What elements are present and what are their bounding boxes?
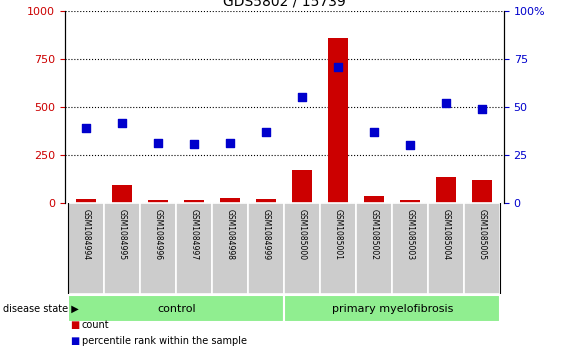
Text: primary myelofibrosis: primary myelofibrosis [332, 303, 453, 314]
Text: GSM1084996: GSM1084996 [154, 209, 163, 260]
Bar [392, 203, 428, 294]
Bar [292, 170, 312, 203]
Bar [472, 180, 492, 203]
Bar [104, 203, 140, 294]
Text: GSM1084995: GSM1084995 [118, 209, 127, 260]
Bar [284, 295, 501, 322]
Bar [464, 203, 501, 294]
Point [226, 140, 235, 146]
Text: GSM1084998: GSM1084998 [226, 209, 235, 260]
Text: GSM1084994: GSM1084994 [82, 209, 91, 260]
Point [334, 64, 343, 70]
Point [406, 142, 415, 147]
Bar [185, 200, 204, 203]
Text: GSM1084999: GSM1084999 [262, 209, 271, 260]
Bar [400, 200, 420, 203]
Bar [68, 203, 104, 294]
Text: ■: ■ [70, 336, 79, 346]
Text: GSM1085003: GSM1085003 [406, 209, 415, 260]
Point [262, 129, 271, 135]
Bar [428, 203, 464, 294]
Bar [248, 203, 284, 294]
Bar [364, 196, 384, 203]
Point [442, 100, 451, 106]
Bar [356, 203, 392, 294]
Point [370, 129, 379, 135]
Text: GSM1085002: GSM1085002 [370, 209, 379, 260]
Point [82, 125, 91, 131]
Bar [176, 203, 212, 294]
Bar [212, 203, 248, 294]
Bar [68, 295, 284, 322]
Text: ■: ■ [70, 320, 79, 330]
Text: GSM1084997: GSM1084997 [190, 209, 199, 260]
Bar [256, 199, 276, 203]
Text: count: count [82, 320, 109, 330]
Bar [140, 203, 176, 294]
Point [478, 106, 487, 112]
Bar [328, 38, 348, 203]
Text: control: control [157, 303, 195, 314]
Text: GSM1085000: GSM1085000 [298, 209, 307, 260]
Bar [436, 177, 456, 203]
Point [190, 141, 199, 147]
Title: GDS5802 / 15739: GDS5802 / 15739 [223, 0, 346, 8]
Bar [221, 199, 240, 203]
Bar [113, 185, 132, 203]
Text: percentile rank within the sample: percentile rank within the sample [82, 336, 247, 346]
Text: GSM1085001: GSM1085001 [334, 209, 343, 260]
Bar [320, 203, 356, 294]
Point [118, 121, 127, 126]
Bar [77, 199, 96, 203]
Text: disease state ▶: disease state ▶ [3, 303, 79, 314]
Point [154, 140, 163, 146]
Point [298, 94, 307, 99]
Text: GSM1085005: GSM1085005 [478, 209, 487, 260]
Bar [284, 203, 320, 294]
Bar [149, 200, 168, 203]
Text: GSM1085004: GSM1085004 [442, 209, 451, 260]
